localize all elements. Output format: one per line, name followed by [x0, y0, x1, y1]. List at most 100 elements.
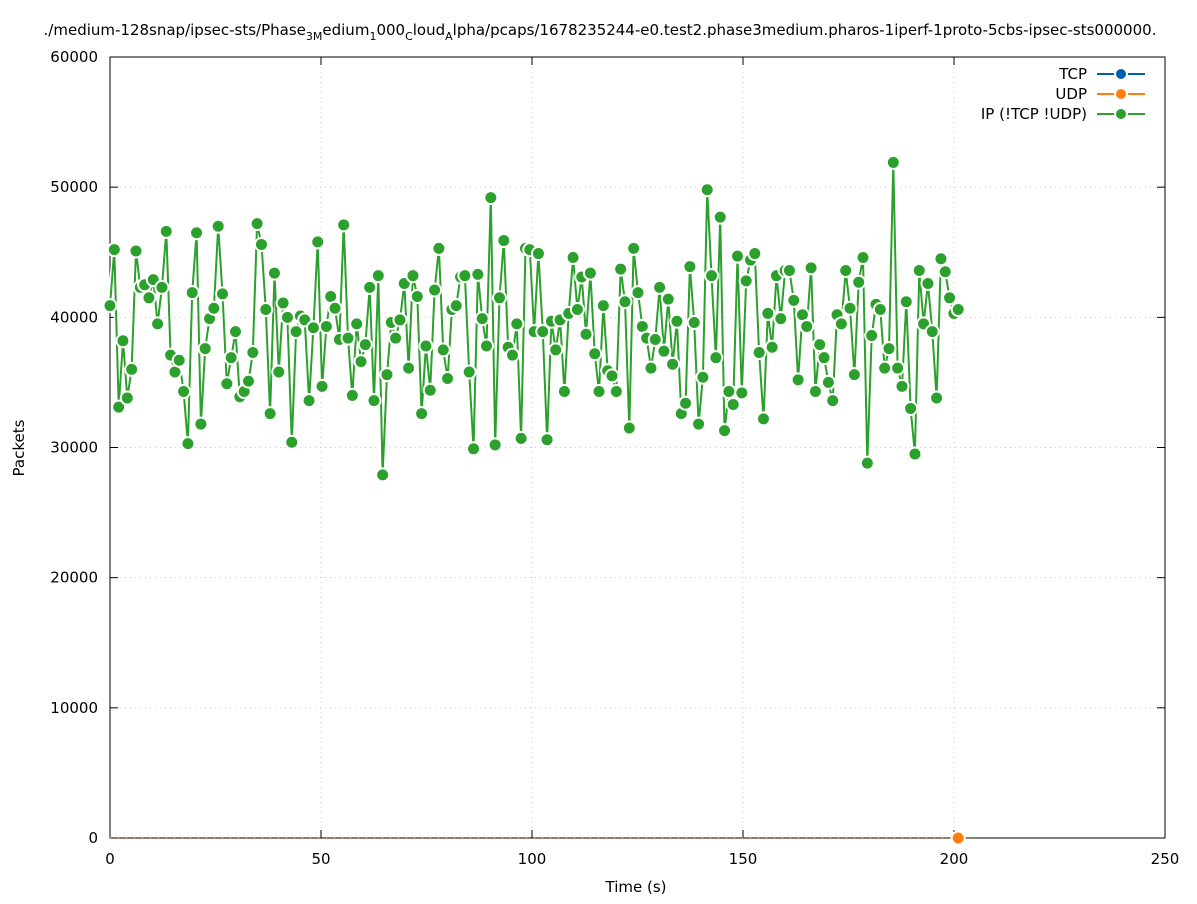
ip-data-point — [548, 342, 564, 358]
ip-data-point — [539, 432, 555, 448]
ip-data-point — [790, 372, 806, 388]
ip-data-point — [678, 395, 694, 411]
ip-data-point — [578, 326, 594, 342]
x-tick-label: 250 — [1151, 850, 1180, 868]
ip-data-point — [405, 268, 421, 284]
ip-data-point — [180, 436, 196, 452]
ip-data-point — [483, 190, 499, 206]
ip-data-point — [665, 356, 681, 372]
ip-data-point — [448, 298, 464, 314]
ip-data-point — [626, 240, 642, 256]
y-tick-label: 40000 — [50, 308, 98, 326]
ip-data-point — [717, 423, 733, 439]
ip-data-point — [595, 298, 611, 314]
ip-data-point — [682, 259, 698, 275]
ip-data-point — [215, 286, 231, 302]
y-axis-label: Packets — [10, 419, 28, 476]
ip-data-point — [427, 282, 443, 298]
ip-data-point — [565, 249, 581, 265]
ip-data-point — [440, 371, 456, 387]
y-tick-label: 50000 — [50, 178, 98, 196]
ip-data-point — [474, 311, 490, 327]
ip-data-point — [591, 384, 607, 400]
ip-data-point — [111, 399, 127, 415]
ip-data-point — [401, 360, 417, 376]
ip-data-point — [903, 400, 919, 416]
ip-data-point — [812, 337, 828, 353]
ip-data-point — [491, 290, 507, 306]
ip-data-point — [669, 313, 685, 329]
ip-data-point — [803, 260, 819, 276]
ip-data-point — [569, 302, 585, 318]
ip-data-point — [414, 406, 430, 422]
ip-data-point — [816, 350, 832, 366]
ip-data-point — [249, 216, 265, 232]
ip-data-point — [760, 305, 776, 321]
ip-data-point — [751, 344, 767, 360]
ip-data-point — [582, 265, 598, 281]
ip-data-point — [409, 289, 425, 305]
ip-data-point — [535, 324, 551, 340]
chart-title: ./medium-128snap/ipsec-sts/Phase3Medium1… — [44, 21, 1157, 43]
ip-data-point — [258, 302, 274, 318]
ip-data-point — [223, 350, 239, 366]
ip-data-point — [509, 316, 525, 332]
ip-data-point — [279, 309, 295, 325]
ip-data-point — [725, 397, 741, 413]
ip-data-point — [266, 265, 282, 281]
udp-data-point — [950, 830, 966, 846]
ip-data-point — [253, 236, 269, 252]
ip-data-point — [851, 274, 867, 290]
ip-data-point — [288, 324, 304, 340]
ip-data-point — [357, 337, 373, 353]
legend-marker — [1114, 107, 1128, 121]
x-axis-label: Time (s) — [605, 878, 667, 896]
ip-data-point — [734, 385, 750, 401]
ip-data-point — [245, 344, 261, 360]
ip-data-point — [128, 243, 144, 259]
ip-data-point — [755, 411, 771, 427]
ip-data-point — [284, 434, 300, 450]
ip-data-point — [513, 430, 529, 446]
ip-data-point — [898, 294, 914, 310]
ip-data-point — [691, 416, 707, 432]
ip-data-point — [461, 364, 477, 380]
ip-data-point — [392, 312, 408, 328]
x-tick-label: 150 — [729, 850, 758, 868]
ip-data-point — [660, 291, 676, 307]
ip-data-point — [695, 369, 711, 385]
ip-data-point — [855, 249, 871, 265]
ip-data-point — [894, 378, 910, 394]
ip-data-point — [301, 393, 317, 409]
ip-data-point — [781, 262, 797, 278]
ip-data-point — [556, 384, 572, 400]
ip-data-point — [530, 246, 546, 262]
x-tick-label: 0 — [105, 850, 115, 868]
y-tick-label: 30000 — [50, 439, 98, 457]
ip-data-point — [349, 316, 365, 332]
ip-data-point — [466, 441, 482, 457]
ip-data-point — [820, 374, 836, 390]
ip-data-point — [102, 298, 118, 314]
ip-data-point — [617, 294, 633, 310]
ip-data-point — [738, 273, 754, 289]
legend: TCP UDP IP (!TCP !UDP) — [981, 65, 1145, 123]
ip-data-point — [379, 367, 395, 383]
legend-label: UDP — [1055, 85, 1087, 103]
title-subscript: A — [445, 30, 453, 43]
y-tick-label: 0 — [88, 829, 98, 847]
ip-data-point — [708, 350, 724, 366]
ip-data-point — [189, 225, 205, 241]
ip-data-point — [699, 182, 715, 198]
x-tick-label: 200 — [940, 850, 969, 868]
title-subscript: 3M — [306, 30, 323, 43]
ip-data-point — [890, 360, 906, 376]
series-layer — [102, 154, 966, 846]
ip-data-point — [807, 384, 823, 400]
ip-data-point — [911, 262, 927, 278]
ip-data-point — [838, 262, 854, 278]
ip-data-point — [388, 330, 404, 346]
ip-data-point — [487, 437, 503, 453]
ip-data-point — [366, 393, 382, 409]
x-tick-label: 100 — [518, 850, 547, 868]
